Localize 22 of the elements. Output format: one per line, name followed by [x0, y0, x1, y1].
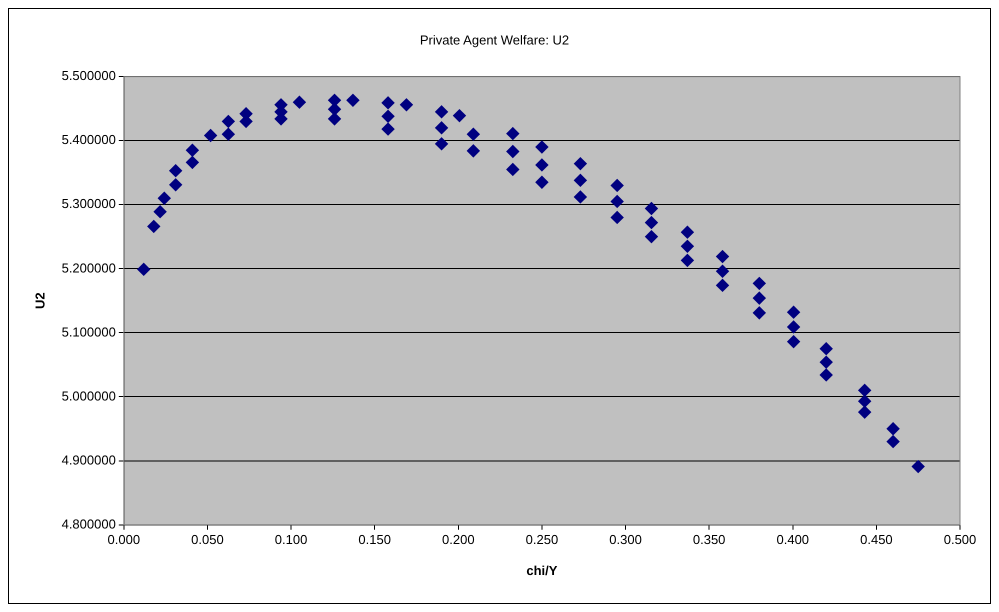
y-tick-label: 5.000000: [62, 388, 116, 404]
x-tick-label: 0.350: [692, 532, 726, 548]
y-tick-label: 5.300000: [62, 196, 116, 212]
y-tick-label: 5.100000: [62, 324, 116, 340]
y-tick-label: 4.800000: [62, 516, 116, 532]
x-tick-label: 0.000: [108, 532, 140, 548]
chart-title: Private Agent Welfare: U2: [420, 32, 570, 48]
x-tick-label: 0.250: [526, 532, 558, 548]
x-axis-title: chi/Y: [526, 562, 558, 578]
x-tick-label: 0.300: [609, 532, 642, 548]
y-tick-label: 5.500000: [62, 68, 116, 84]
y-tick-label: 5.400000: [62, 132, 116, 148]
x-tick-label: 0.400: [776, 532, 810, 548]
x-tick-label: 0.050: [191, 532, 224, 548]
y-axis-title: U2: [32, 292, 48, 310]
x-tick-label: 0.450: [860, 532, 893, 548]
x-tick-label: 0.150: [358, 532, 391, 548]
y-tick-label: 4.900000: [62, 452, 116, 468]
x-tick-label: 0.500: [944, 532, 976, 548]
y-tick-label: 5.200000: [62, 260, 116, 276]
x-tick-label: 0.200: [442, 532, 475, 548]
x-tick-label: 0.100: [274, 532, 308, 548]
